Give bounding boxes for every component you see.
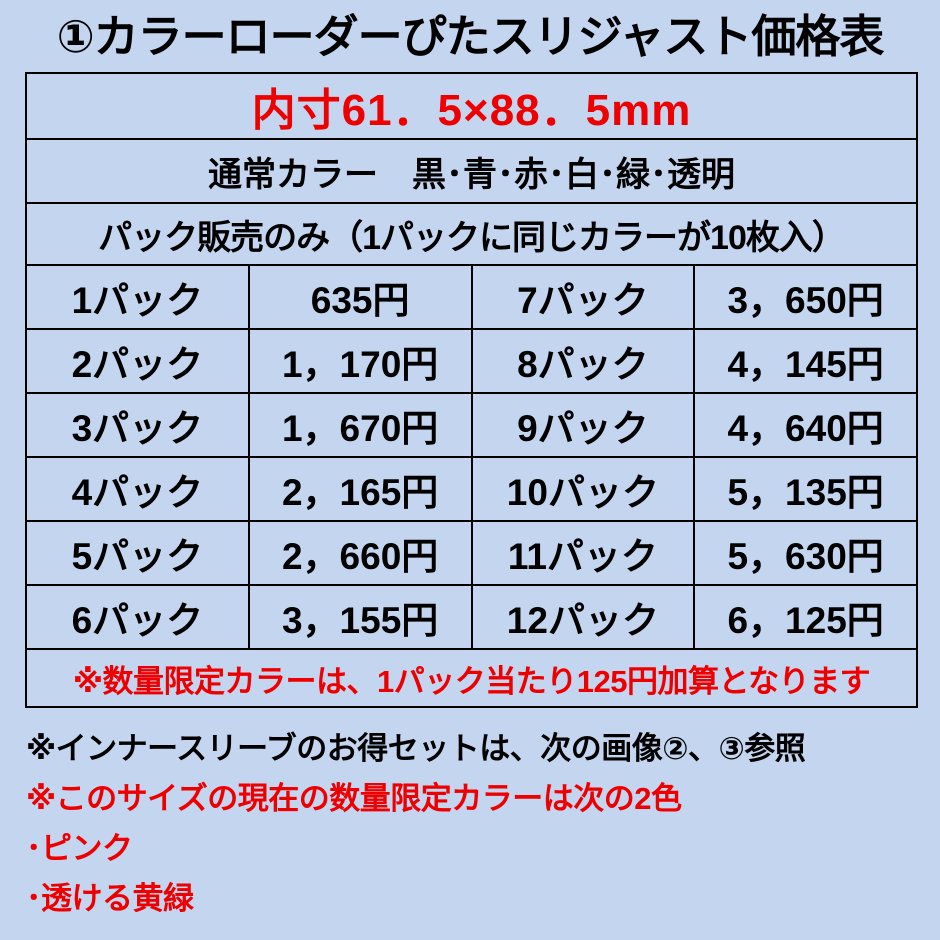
pack-price: 3，155円 — [247, 584, 473, 650]
table-row-size: 内寸61．5×88．5mm — [25, 72, 918, 140]
pack-price: 2，660円 — [247, 520, 473, 586]
pack-label: 12パック — [470, 584, 696, 650]
pack-price: 2，165円 — [247, 456, 473, 522]
note-limited-color-yellow-green: ･透ける黄緑 — [26, 881, 194, 916]
pack-price: 6，125円 — [693, 584, 918, 650]
limited-color-surcharge-note: ※数量限定カラーは、1パック当たり125円加算となります — [25, 648, 918, 708]
pack-info-cell: パック販売のみ（1パックに同じカラーが10枚入） — [25, 202, 918, 266]
pack-label: 4パック — [25, 456, 250, 522]
normal-colors-cell: 通常カラー 黒･青･赤･白･緑･透明 — [25, 138, 918, 204]
note-inner-sleeve-set: ※インナースリーブのお得セットは、次の画像②、③参照 — [26, 731, 806, 766]
pack-label: 6パック — [25, 584, 250, 650]
pack-price: 5，135円 — [693, 456, 918, 522]
pack-label: 10パック — [470, 456, 696, 522]
note-limited-color-pink: ･ピンク — [26, 831, 133, 866]
footer-notes: ※インナースリーブのお得セットは、次の画像②、③参照 ※このサイズの現在の数量限… — [26, 724, 926, 924]
pack-label: 9パック — [470, 392, 696, 458]
pack-price: 4，145円 — [693, 328, 918, 394]
pack-price: 635円 — [247, 264, 473, 330]
pack-price: 1，170円 — [247, 328, 473, 394]
pack-label: 3パック — [25, 392, 250, 458]
pack-label: 5パック — [25, 520, 250, 586]
price-table: 内寸61．5×88．5mm 通常カラー 黒･青･赤･白･緑･透明 パック販売のみ… — [25, 72, 918, 708]
table-row: 3パック 1，670円 9パック 4，640円 — [25, 392, 918, 458]
table-row: 4パック 2，165円 10パック 5，135円 — [25, 456, 918, 522]
pack-label: 8パック — [470, 328, 696, 394]
pack-label: 1パック — [25, 264, 250, 330]
table-row: 5パック 2，660円 11パック 5，630円 — [25, 520, 918, 586]
pack-price: 3，650円 — [693, 264, 918, 330]
pack-price: 1，670円 — [247, 392, 473, 458]
page-title: ①カラーローダーぴたスリジャスト価格表 — [56, 11, 885, 62]
note-limited-colors-header: ※このサイズの現在の数量限定カラーは次の2色 — [26, 781, 682, 816]
pack-label: 2パック — [25, 328, 250, 394]
table-row: 6パック 3，155円 12パック 6，125円 — [25, 584, 918, 650]
table-row: 2パック 1，170円 8パック 4，145円 — [25, 328, 918, 394]
pack-label: 11パック — [470, 520, 696, 586]
table-row-normal-colors: 通常カラー 黒･青･赤･白･緑･透明 — [25, 138, 918, 204]
table-row-footer-note: ※数量限定カラーは、1パック当たり125円加算となります — [25, 648, 918, 708]
pack-price: 5，630円 — [693, 520, 918, 586]
inner-size-cell: 内寸61．5×88．5mm — [25, 72, 918, 140]
pack-label: 7パック — [470, 264, 696, 330]
pack-price: 4，640円 — [693, 392, 918, 458]
table-row: 1パック 635円 7パック 3，650円 — [25, 264, 918, 330]
table-row-pack-info: パック販売のみ（1パックに同じカラーが10枚入） — [25, 202, 918, 266]
